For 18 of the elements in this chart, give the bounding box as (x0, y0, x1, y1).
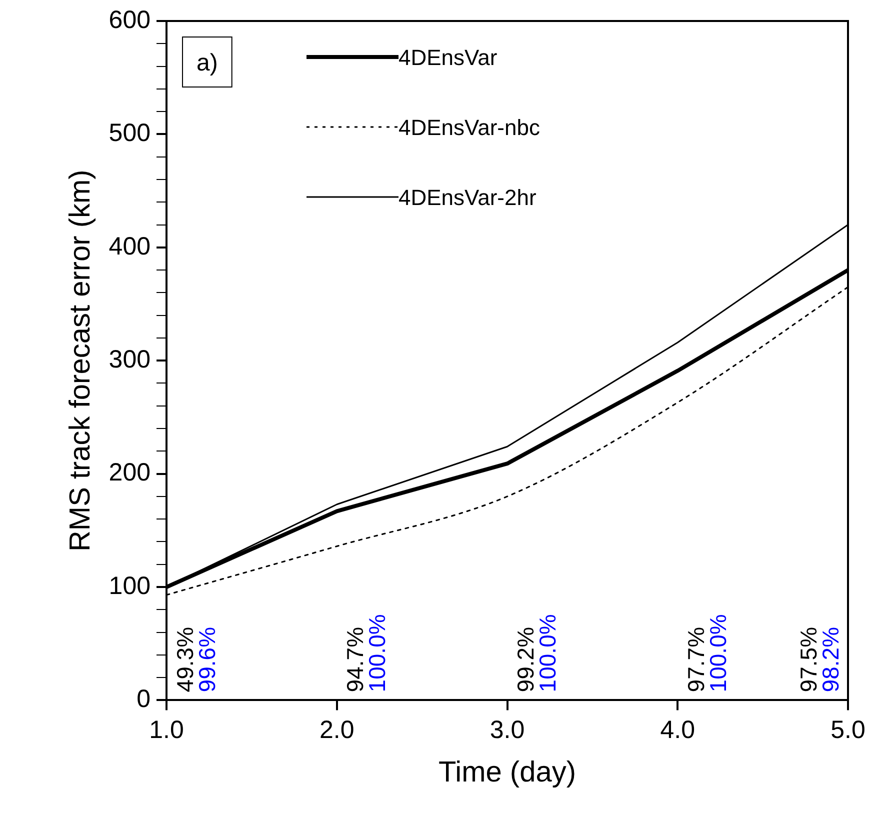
x-tick-label: 1.0 (149, 716, 184, 744)
x-tick-label: 4.0 (660, 716, 696, 744)
x-tick-label: 5.0 (830, 716, 866, 744)
y-tick-label: 400 (108, 232, 151, 260)
y-tick-label: 0 (136, 685, 151, 714)
legend-label: 4DEnsVar (398, 45, 498, 70)
y-tick-label: 200 (108, 458, 151, 487)
y-tick-label: 500 (108, 119, 151, 148)
y-tick-label: 600 (108, 6, 151, 34)
y-tick-label: 100 (108, 572, 151, 600)
legend-label: 4DEnsVar-2hr (398, 185, 536, 210)
annotation: a) (196, 50, 218, 77)
x-axis-title: Time (day) (438, 756, 576, 789)
x-tick-label: 2.0 (320, 716, 354, 744)
y-tick-label: 300 (108, 345, 151, 374)
legend-label: 4DEnsVar-nbc (398, 115, 540, 140)
x-tick-label: 3.0 (490, 716, 525, 744)
y-axis-title: RMS track forecast error (km) (64, 170, 96, 552)
